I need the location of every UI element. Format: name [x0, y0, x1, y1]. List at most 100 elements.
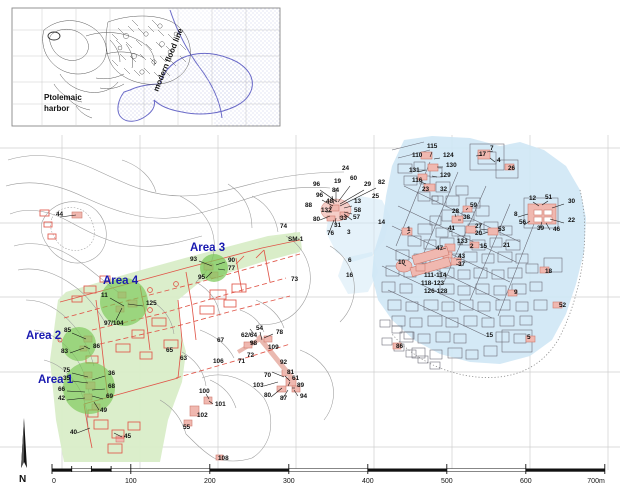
site-number-label: 97/104: [104, 320, 124, 327]
site-number-label: 52: [559, 302, 567, 309]
area-marker-1: [63, 362, 115, 414]
site-number-label: 69: [106, 393, 114, 400]
scale-tick-label: 500: [441, 478, 453, 485]
site-number-label: 36: [108, 370, 116, 377]
scale-tick-label: 200: [204, 478, 216, 485]
site-number-label: 83: [61, 348, 69, 355]
site-number-label: 57: [353, 214, 361, 221]
site-number-label: 44: [56, 211, 64, 218]
site-number-label: 92: [280, 359, 288, 366]
site-number-label: 78: [276, 329, 284, 336]
site-number-label: 40: [70, 429, 78, 436]
site-number-label: 77: [228, 265, 236, 272]
site-number-label: 3: [347, 229, 351, 236]
site-number-label: 126-128: [424, 288, 448, 295]
site-number-label: 17: [479, 151, 487, 158]
site-number-label: 80: [313, 216, 321, 223]
site-number-label: 25: [372, 193, 380, 200]
area-label-4: Area 4: [103, 275, 139, 287]
site-number-label: 103: [253, 382, 264, 389]
site-number-label: 9: [514, 289, 518, 296]
site-number-label: 87: [280, 395, 288, 402]
site-number-label: 124: [443, 152, 454, 159]
label-sm-1: SM-1: [288, 236, 304, 243]
site-number-label: 18: [545, 268, 553, 275]
scale-bar-labels: 0 100 200 300 400 500 600 700m: [52, 478, 605, 485]
site-number-label: 6: [348, 257, 352, 264]
site-number-label: 96: [316, 192, 324, 199]
site-number-label: 82: [378, 179, 386, 186]
area-labels: Area 1 Area 2 Area 3 Area 4: [26, 242, 225, 386]
site-number-label: 22: [568, 217, 576, 224]
site-number-label: 26: [508, 165, 516, 172]
site-number-label: 15: [480, 243, 488, 250]
site-number-label: 24: [342, 165, 350, 172]
site-number-label: 35: [63, 375, 71, 382]
site-number-label: 4: [497, 157, 501, 164]
site-number-label: 100: [199, 388, 210, 395]
site-number-label: 47: [436, 245, 444, 252]
site-number-label: 53: [498, 226, 506, 233]
site-number-label: 62/64: [241, 332, 257, 339]
site-number-label: 132: [321, 207, 332, 214]
site-number-label: 72: [247, 352, 255, 359]
site-number-label: 15: [486, 332, 494, 339]
site-number-label: 16: [346, 272, 354, 279]
site-number-label: 86: [396, 343, 404, 350]
site-number-label: 116: [412, 177, 423, 184]
site-number-label: 56: [519, 219, 527, 226]
site-number-label: 115: [427, 143, 438, 150]
site-number-label: 65: [166, 347, 174, 354]
site-number-label: 45: [124, 433, 132, 440]
site-number-label: 86: [93, 343, 101, 350]
site-number-label: 96: [313, 181, 321, 188]
site-number-label: 61: [292, 375, 300, 382]
scale-tick-label: 400: [362, 478, 374, 485]
site-number-label: 19: [334, 178, 342, 185]
area-marker-3: [200, 254, 228, 282]
north-arrow-label: N: [19, 474, 26, 485]
scale-tick-label: 600: [520, 478, 532, 485]
scale-tick-label: 0: [52, 478, 56, 485]
site-number-label: 58: [354, 207, 362, 214]
site-number-label: 76: [327, 230, 335, 237]
site-number-label: 131: [409, 167, 420, 174]
site-number-label: 88: [305, 202, 313, 209]
site-number-label: 28: [452, 208, 460, 215]
site-number-label: 108: [218, 455, 229, 462]
shoreline-dotted: [391, 189, 586, 378]
scale-bar: 0 100 200 300 400 500 600 700m: [51, 464, 606, 485]
site-number-label: 111-114: [424, 272, 447, 279]
site-number-label: 48: [326, 198, 334, 205]
inset-map: Ptolemaic harbor modern flood line: [11, 7, 281, 127]
site-number-label: 54: [256, 325, 264, 332]
site-number-label: 1: [407, 226, 411, 233]
site-number-label: 95: [198, 274, 206, 281]
site-number-label: 2: [470, 243, 474, 250]
site-number-label: 106: [213, 358, 224, 365]
site-number-label: 10: [398, 259, 406, 266]
site-number-label: 85: [64, 327, 72, 334]
inset-harbor-label-line2: harbor: [44, 104, 69, 113]
site-number-label: 42: [58, 395, 66, 402]
site-number-label: 73: [291, 276, 299, 283]
site-number-label: 130: [446, 162, 457, 169]
north-arrow: N: [19, 418, 27, 485]
area-marker-2: [62, 327, 96, 361]
site-number-label: 11: [101, 292, 108, 299]
excavated-structures: [71, 149, 563, 461]
area-label-1: Area 1: [38, 374, 74, 386]
site-number-label: 43: [458, 253, 466, 260]
site-number-label: 93: [190, 256, 198, 263]
site-number-label: 125: [146, 300, 157, 307]
site-number-label: 23: [422, 186, 430, 193]
site-number-label: 118-123: [421, 280, 445, 287]
area-markers: [62, 254, 228, 414]
site-number-label: 49: [100, 407, 108, 414]
site-number-label: 60: [350, 175, 358, 182]
site-number-label: 27: [475, 223, 483, 230]
site-number-label: 13: [354, 198, 362, 205]
site-number-label: 129: [440, 172, 451, 179]
